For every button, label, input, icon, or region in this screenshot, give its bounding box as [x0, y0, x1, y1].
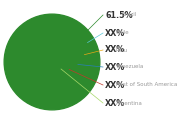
Circle shape	[19, 29, 85, 95]
Text: 61.5%: 61.5%	[105, 10, 133, 20]
Text: XX%: XX%	[105, 80, 125, 90]
Text: Rest of South America: Rest of South America	[116, 83, 177, 87]
Text: Brazil: Brazil	[122, 13, 137, 17]
Text: Venezuela: Venezuela	[116, 64, 144, 69]
Text: XX%: XX%	[105, 29, 125, 38]
Circle shape	[4, 14, 100, 110]
Text: XX%: XX%	[105, 62, 125, 71]
Circle shape	[26, 36, 78, 88]
Text: Peru: Peru	[116, 47, 128, 53]
Text: Argentina: Argentina	[116, 100, 142, 106]
Text: XX%: XX%	[105, 46, 125, 54]
Circle shape	[33, 43, 71, 81]
Circle shape	[11, 21, 92, 103]
Text: XX%: XX%	[105, 99, 125, 108]
Text: Chile: Chile	[116, 31, 129, 36]
Circle shape	[41, 51, 63, 73]
